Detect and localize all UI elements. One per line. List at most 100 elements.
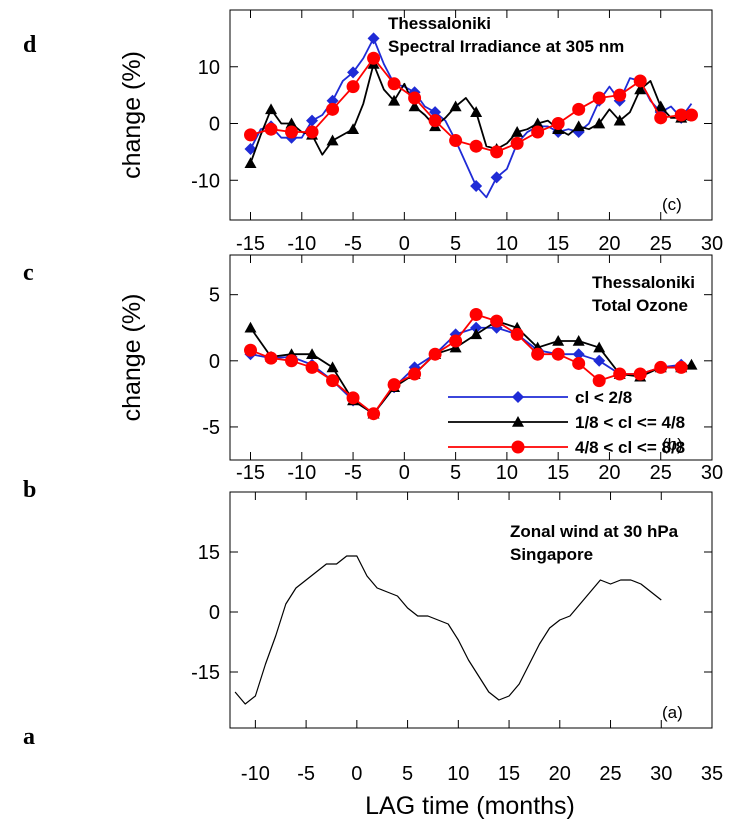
data-point <box>264 351 278 365</box>
series-triangle <box>244 57 692 169</box>
x-tick-label: -5 <box>344 462 362 484</box>
data-point <box>326 361 339 373</box>
data-point <box>510 136 524 150</box>
series-line <box>250 313 682 415</box>
legend-label: cl < 2/8 <box>575 388 632 407</box>
data-point <box>306 348 319 359</box>
panel-title-line: Spectral Irradiance at 305 nm <box>388 37 624 56</box>
x-tick-label: 30 <box>701 233 723 255</box>
panel-tag: (c) <box>662 195 682 214</box>
data-point <box>408 100 421 112</box>
data-point <box>510 327 524 341</box>
data-point <box>531 125 545 139</box>
data-point <box>326 134 339 146</box>
data-point <box>684 108 698 122</box>
x-tick-label: 5 <box>402 763 413 785</box>
x-tick-label: 25 <box>650 462 672 484</box>
data-point <box>531 117 544 129</box>
x-tick-label: 10 <box>496 462 518 484</box>
data-point <box>551 117 565 131</box>
x-tick-label: 10 <box>496 233 518 255</box>
data-point <box>654 360 668 374</box>
data-point <box>408 367 422 381</box>
y-tick-label: 15 <box>198 542 220 564</box>
data-point <box>572 120 585 132</box>
x-tick-label: -10 <box>241 763 270 785</box>
y-tick-label: 0 <box>209 351 220 373</box>
x-tick-label: 0 <box>399 462 410 484</box>
legend-label: 4/8 < cl <= 8/8 <box>575 438 685 457</box>
series-line <box>249 37 693 199</box>
data-point <box>244 143 257 156</box>
y-tick-label: -15 <box>191 662 220 684</box>
data-point <box>244 321 257 333</box>
x-tick-label: 15 <box>547 233 569 255</box>
y-tick-label: 0 <box>209 114 220 136</box>
data-point <box>244 343 258 357</box>
legend-marker <box>512 391 524 403</box>
panel-title-line: Thessaloniki <box>592 273 695 292</box>
panel-spectral-irradiance: -15 -10 -5 0 5 10 15 20 25 30 -10 0 10 change (%) Thes… <box>118 9 723 255</box>
x-tick-label: -15 <box>236 462 265 484</box>
data-point <box>305 360 319 374</box>
data-point <box>387 77 401 91</box>
data-point <box>470 321 483 334</box>
data-point <box>593 354 606 367</box>
x-tick-label: -15 <box>236 233 265 255</box>
data-point <box>244 157 257 169</box>
y-axis-label: change (%) <box>118 294 146 422</box>
data-point <box>367 51 381 65</box>
data-point <box>634 83 647 95</box>
x-tick-label: 0 <box>351 763 362 785</box>
data-point <box>572 356 586 370</box>
series-circle <box>244 51 698 159</box>
data-point <box>326 374 340 388</box>
panel-tag: (b) <box>662 435 683 454</box>
data-point <box>592 374 606 388</box>
data-point <box>265 103 278 115</box>
y-tick-label: 5 <box>209 285 220 307</box>
data-point <box>449 134 463 148</box>
x-tick-label: 30 <box>650 763 672 785</box>
panel-total-ozone: -15 -10 -5 0 5 10 15 20 25 30 -5 0 5 change (%) Thessa… <box>118 254 723 484</box>
data-point <box>654 111 668 125</box>
side-label-b: b <box>23 477 36 503</box>
x-tick-label: 25 <box>650 233 672 255</box>
legend-label: 1/8 < cl <= 4/8 <box>575 413 685 432</box>
series-line <box>234 555 662 705</box>
y-tick-label: -5 <box>202 417 220 439</box>
data-point <box>285 354 299 368</box>
data-point <box>469 308 483 322</box>
data-point <box>326 102 340 116</box>
x-tick-label: 15 <box>547 462 569 484</box>
data-point <box>674 360 688 374</box>
x-tick-label: -5 <box>344 233 362 255</box>
data-point <box>367 407 381 421</box>
y-tick-label: 0 <box>209 602 220 624</box>
x-axis-label: LAG time (months) <box>365 792 575 820</box>
side-label-a: a <box>23 724 35 750</box>
data-point <box>572 348 585 361</box>
data-point <box>347 66 360 79</box>
x-tick-label: 5 <box>450 233 461 255</box>
data-point <box>346 391 360 405</box>
x-tick-label: 20 <box>549 763 571 785</box>
legend-marker <box>512 416 524 427</box>
data-point <box>613 88 627 102</box>
x-tick-label: 0 <box>399 233 410 255</box>
data-point <box>633 367 647 381</box>
data-point <box>593 117 606 129</box>
plot-frame <box>229 9 713 221</box>
data-point <box>490 171 503 184</box>
data-point <box>633 74 647 88</box>
data-point <box>552 334 565 346</box>
x-tick-label: 20 <box>598 462 620 484</box>
x-tick-label: -10 <box>287 462 316 484</box>
x-tick-label: -10 <box>287 233 316 255</box>
data-point <box>306 114 319 127</box>
legend-marker <box>511 440 525 454</box>
side-label-c: c <box>23 260 34 286</box>
x-tick-label: 35 <box>701 763 723 785</box>
data-point <box>346 80 360 94</box>
data-point <box>470 106 483 117</box>
